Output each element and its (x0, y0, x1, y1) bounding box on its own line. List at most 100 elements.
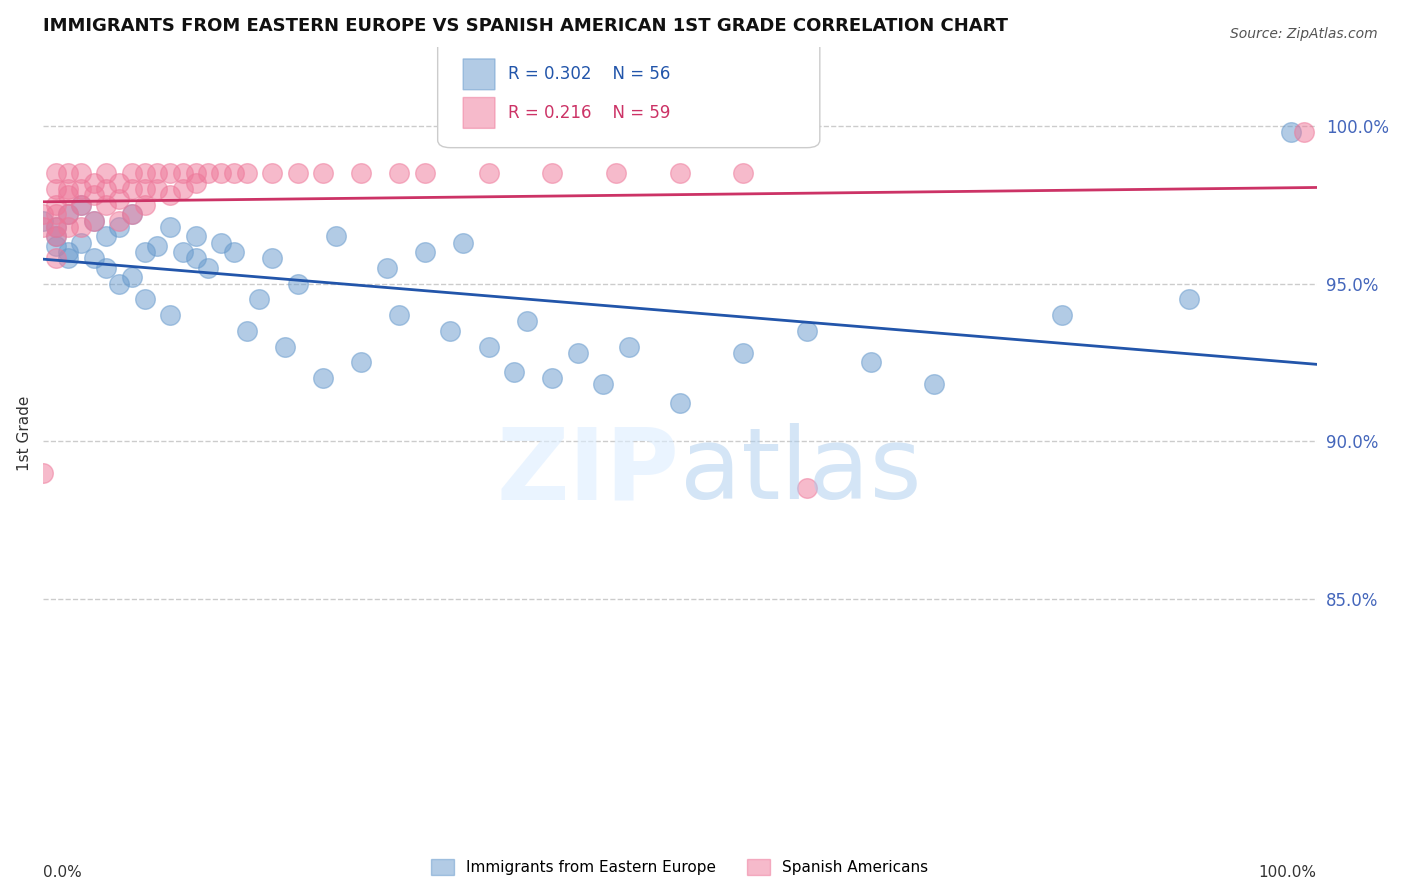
Spanish Americans (108, 176, 131, 190)
Immigrants from Eastern Europe (96, 229, 118, 244)
Spanish Americans (134, 182, 156, 196)
Immigrants from Eastern Europe (197, 260, 219, 275)
Immigrants from Eastern Europe (235, 324, 257, 338)
FancyBboxPatch shape (437, 39, 820, 148)
Immigrants from Eastern Europe (451, 235, 474, 250)
Spanish Americans (184, 166, 207, 180)
Spanish Americans (31, 466, 53, 480)
Spanish Americans (388, 166, 411, 180)
Spanish Americans (44, 182, 66, 196)
Text: IMMIGRANTS FROM EASTERN EUROPE VS SPANISH AMERICAN 1ST GRADE CORRELATION CHART: IMMIGRANTS FROM EASTERN EUROPE VS SPANIS… (42, 17, 1008, 35)
Immigrants from Eastern Europe (1050, 308, 1073, 322)
Immigrants from Eastern Europe (274, 340, 297, 354)
Immigrants from Eastern Europe (413, 245, 436, 260)
FancyBboxPatch shape (463, 97, 495, 128)
Immigrants from Eastern Europe (44, 239, 66, 253)
Spanish Americans (172, 182, 194, 196)
Spanish Americans (70, 198, 93, 212)
Spanish Americans (121, 166, 143, 180)
Immigrants from Eastern Europe (503, 365, 526, 379)
Spanish Americans (197, 166, 219, 180)
Spanish Americans (31, 207, 53, 221)
Spanish Americans (58, 182, 80, 196)
Immigrants from Eastern Europe (108, 219, 131, 234)
Spanish Americans (70, 166, 93, 180)
Immigrants from Eastern Europe (70, 198, 93, 212)
Immigrants from Eastern Europe (222, 245, 245, 260)
Spanish Americans (96, 182, 118, 196)
Immigrants from Eastern Europe (58, 245, 80, 260)
Spanish Americans (222, 166, 245, 180)
Immigrants from Eastern Europe (859, 355, 882, 369)
Spanish Americans (44, 219, 66, 234)
Spanish Americans (1292, 125, 1315, 139)
Immigrants from Eastern Europe (668, 396, 690, 410)
Immigrants from Eastern Europe (159, 308, 181, 322)
Spanish Americans (478, 166, 501, 180)
Immigrants from Eastern Europe (567, 346, 589, 360)
Immigrants from Eastern Europe (541, 371, 564, 385)
Text: ZIP: ZIP (496, 424, 679, 520)
Immigrants from Eastern Europe (439, 324, 461, 338)
Immigrants from Eastern Europe (375, 260, 398, 275)
Immigrants from Eastern Europe (58, 207, 80, 221)
Immigrants from Eastern Europe (312, 371, 335, 385)
Spanish Americans (108, 213, 131, 227)
Spanish Americans (668, 166, 690, 180)
Immigrants from Eastern Europe (146, 239, 169, 253)
Immigrants from Eastern Europe (83, 252, 105, 266)
Immigrants from Eastern Europe (478, 340, 501, 354)
Immigrants from Eastern Europe (184, 229, 207, 244)
Spanish Americans (44, 166, 66, 180)
FancyBboxPatch shape (463, 59, 495, 90)
Immigrants from Eastern Europe (44, 229, 66, 244)
Spanish Americans (413, 166, 436, 180)
Immigrants from Eastern Europe (924, 377, 946, 392)
Spanish Americans (146, 182, 169, 196)
Immigrants from Eastern Europe (287, 277, 309, 291)
Immigrants from Eastern Europe (121, 270, 143, 285)
Spanish Americans (733, 166, 755, 180)
Immigrants from Eastern Europe (262, 252, 284, 266)
Text: Source: ZipAtlas.com: Source: ZipAtlas.com (1230, 27, 1378, 41)
Spanish Americans (262, 166, 284, 180)
Immigrants from Eastern Europe (184, 252, 207, 266)
Spanish Americans (121, 182, 143, 196)
Text: 100.0%: 100.0% (1258, 865, 1316, 880)
Spanish Americans (58, 207, 80, 221)
Spanish Americans (70, 182, 93, 196)
Spanish Americans (83, 176, 105, 190)
Spanish Americans (44, 198, 66, 212)
Text: R = 0.302    N = 56: R = 0.302 N = 56 (508, 65, 671, 83)
Immigrants from Eastern Europe (350, 355, 373, 369)
Spanish Americans (235, 166, 257, 180)
Immigrants from Eastern Europe (108, 277, 131, 291)
Immigrants from Eastern Europe (516, 314, 538, 328)
Spanish Americans (184, 176, 207, 190)
Spanish Americans (44, 207, 66, 221)
Spanish Americans (541, 166, 564, 180)
Immigrants from Eastern Europe (44, 219, 66, 234)
Immigrants from Eastern Europe (58, 252, 80, 266)
Immigrants from Eastern Europe (388, 308, 411, 322)
Immigrants from Eastern Europe (121, 207, 143, 221)
Spanish Americans (159, 166, 181, 180)
Spanish Americans (31, 219, 53, 234)
Spanish Americans (159, 188, 181, 202)
Text: 0.0%: 0.0% (42, 865, 82, 880)
Immigrants from Eastern Europe (796, 324, 818, 338)
Immigrants from Eastern Europe (96, 260, 118, 275)
Spanish Americans (58, 166, 80, 180)
Immigrants from Eastern Europe (209, 235, 232, 250)
Immigrants from Eastern Europe (1178, 293, 1201, 307)
Immigrants from Eastern Europe (31, 213, 53, 227)
Spanish Americans (96, 166, 118, 180)
Text: R = 0.216    N = 59: R = 0.216 N = 59 (508, 104, 671, 122)
Immigrants from Eastern Europe (1279, 125, 1302, 139)
Immigrants from Eastern Europe (83, 213, 105, 227)
Immigrants from Eastern Europe (134, 293, 156, 307)
Spanish Americans (146, 166, 169, 180)
Spanish Americans (96, 198, 118, 212)
Spanish Americans (121, 207, 143, 221)
Spanish Americans (58, 188, 80, 202)
